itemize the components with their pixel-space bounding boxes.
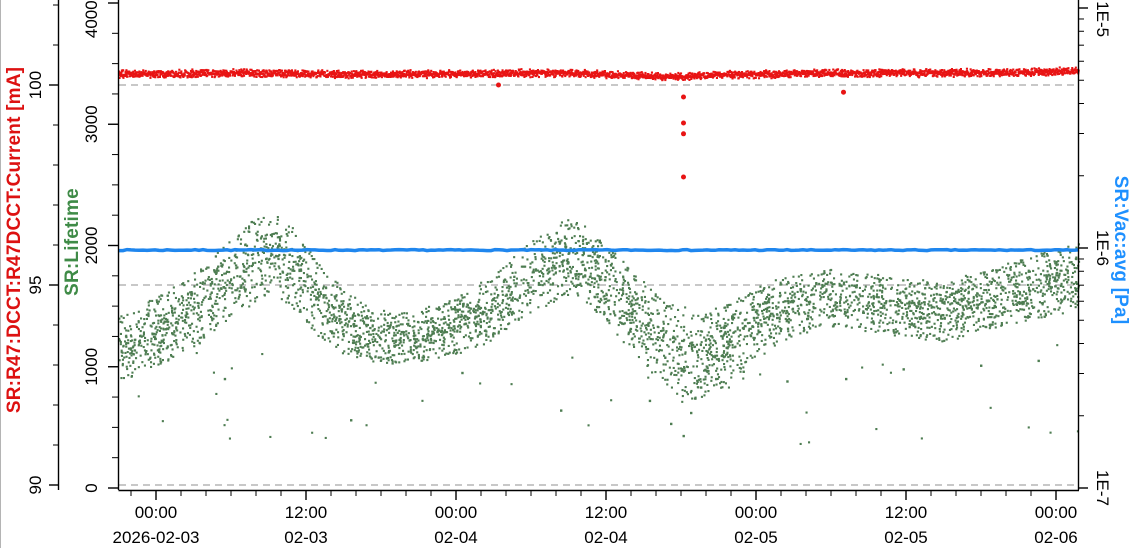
- axes: [57, 0, 1080, 492]
- ticks-and-labels: 00:002026-02-0312:0002-0300:0002-0412:00…: [26, 0, 1112, 547]
- vacuum-line: [119, 247, 1080, 253]
- current-dots: [118, 66, 1080, 180]
- lifetime-scatter: [118, 216, 1081, 445]
